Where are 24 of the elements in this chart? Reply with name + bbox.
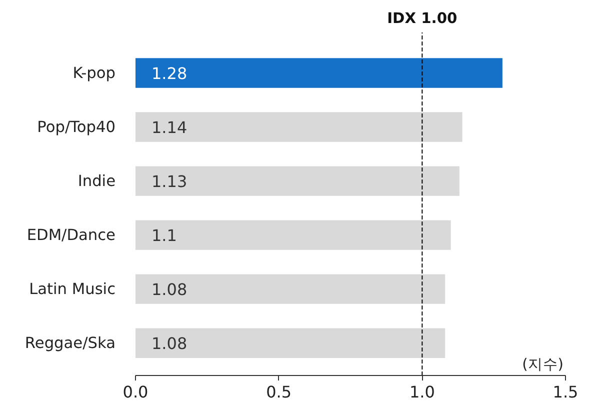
x-tick-label: 1.0 [409,382,435,402]
bar [136,58,502,88]
ref-line-label: IDX 1.00 [387,10,458,28]
bar [136,112,462,142]
x-tick-label: 1.5 [552,382,578,402]
y-tick-label: Indie [78,172,116,190]
y-tick-label: Pop/Top40 [37,118,116,136]
y-tick-label: EDM/Dance [26,226,116,244]
data-label: 1.08 [152,280,188,300]
data-label: 1.14 [152,118,188,138]
data-label: 1.1 [152,226,177,246]
bar [136,328,446,358]
y-tick-label: K-pop [72,64,116,82]
y-tick-label: Reggae/Ska [24,334,116,352]
x-tick-label: 0.0 [122,382,148,402]
bar [136,274,446,304]
bar [136,220,451,250]
data-label: 1.13 [152,172,188,192]
x-axis-title: (지수) [522,356,564,373]
y-tick-label: Latin Music [29,280,116,298]
x-tick-label: 0.5 [266,382,292,402]
data-label: 1.28 [152,64,188,84]
bar [136,166,460,196]
data-label: 1.08 [152,334,188,354]
